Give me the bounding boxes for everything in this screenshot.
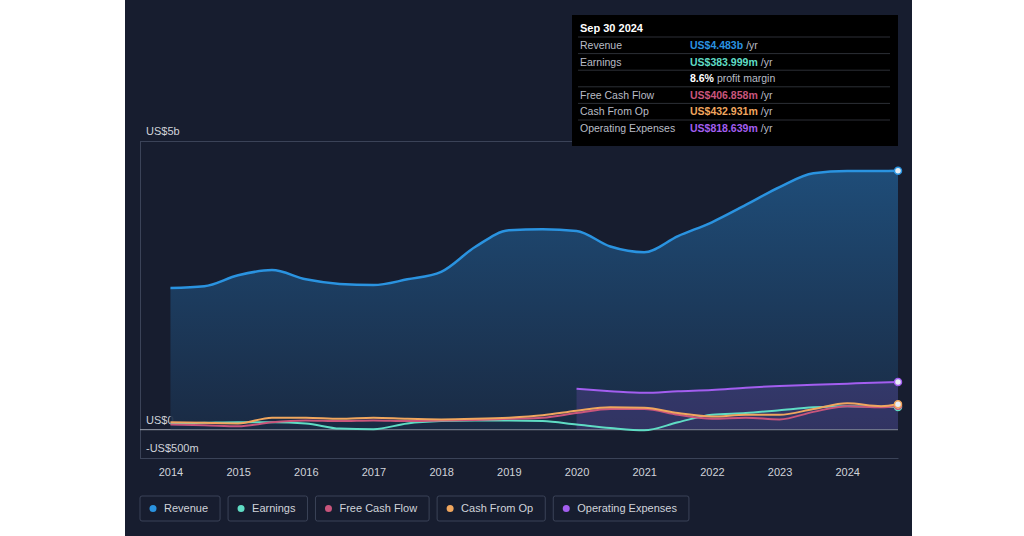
- tooltip-separator: [578, 70, 890, 71]
- x-tick-label: 2020: [565, 466, 589, 478]
- legend-swatch: [563, 505, 570, 512]
- series-line: [170, 403, 898, 423]
- background: [125, 0, 912, 536]
- x-tick-label: 2019: [497, 466, 521, 478]
- x-tick: 2015: [226, 458, 250, 478]
- x-tick-label: 2017: [362, 466, 386, 478]
- end-dot: [895, 401, 902, 408]
- legend-item: Operating Expenses: [553, 496, 689, 521]
- x-tick: 2016: [294, 458, 318, 478]
- legend-item: Earnings: [228, 496, 307, 521]
- tooltip-margin: 8.6%profit margin: [690, 72, 775, 84]
- x-tick: 2014: [159, 458, 183, 478]
- tooltip-value: US$818.639m: [690, 122, 758, 134]
- tooltip-unit: /yr: [761, 89, 773, 101]
- margin-text: profit margin: [717, 72, 776, 84]
- legend-swatch: [238, 505, 245, 512]
- tooltip-value-text: US$818.639m/yr: [690, 122, 773, 134]
- x-tick: 2024: [835, 458, 859, 478]
- x-axis: 2014 2015 2016 2017 2018 2019 2020 2021 2022 2023…: [141, 458, 899, 478]
- y-axis-line: [140, 142, 141, 459]
- tooltip-label: Revenue: [580, 39, 622, 51]
- series-area: [170, 171, 898, 429]
- x-tick-label: 2014: [159, 466, 183, 478]
- legend-item: Cash From Op: [437, 496, 545, 521]
- x-tick: 2022: [700, 458, 724, 478]
- tooltip-label: Free Cash Flow: [580, 89, 655, 101]
- x-tick: 2019: [497, 458, 521, 478]
- tooltip-label: Operating Expenses: [580, 122, 675, 134]
- tooltip-separator: [578, 103, 890, 104]
- series-line: [577, 382, 898, 393]
- x-tick-label: 2018: [429, 466, 453, 478]
- legend-box: [228, 496, 307, 521]
- tooltip-title: Sep 30 2024: [580, 22, 644, 34]
- x-tick-label: 2022: [700, 466, 724, 478]
- legend-label: Revenue: [164, 502, 208, 514]
- legend-item: Revenue: [140, 496, 220, 521]
- x-tick-label: 2023: [768, 466, 792, 478]
- tooltip-value-text: US$432.931m/yr: [690, 105, 773, 117]
- grid-line: [140, 458, 898, 459]
- tooltip-label: Cash From Op: [580, 105, 649, 117]
- tooltip: Sep 30 2024 Revenue US$4.483b/yr Earnings US…: [572, 15, 898, 146]
- legend-swatch: [150, 505, 157, 512]
- tooltip-value-text: US$406.858m/yr: [690, 89, 773, 101]
- y-tick-label: -US$500m: [146, 442, 199, 454]
- tooltip-unit: /yr: [761, 56, 773, 68]
- tooltip-value: US$406.858m: [690, 89, 758, 101]
- x-tick: 2023: [768, 458, 792, 478]
- end-dot: [895, 167, 902, 174]
- tooltip-label: Earnings: [580, 56, 621, 68]
- legend-swatch: [447, 505, 454, 512]
- tooltip-value: US$432.931m: [690, 105, 758, 117]
- end-dot: [895, 378, 902, 385]
- y-axis: -US$500m US$0 US$5b: [140, 125, 898, 458]
- tooltip-unit: /yr: [746, 39, 758, 51]
- tooltip-separator: [578, 86, 890, 87]
- x-tick-label: 2024: [835, 466, 859, 478]
- x-tick: 2017: [362, 458, 386, 478]
- x-tick: 2021: [632, 458, 656, 478]
- y-tick: -US$500m: [140, 442, 898, 458]
- legend-swatch: [325, 505, 332, 512]
- tooltip-unit: /yr: [761, 105, 773, 117]
- legend-box: [140, 496, 220, 521]
- grid-line: [140, 429, 898, 430]
- tooltip-separator: [578, 53, 890, 54]
- tooltip-separator: [578, 37, 890, 38]
- series-line: [170, 171, 898, 288]
- tooltip-value-text: US$383.999m/yr: [690, 56, 773, 68]
- tooltip-value: US$4.483b: [690, 39, 743, 51]
- tooltip-unit: /yr: [761, 122, 773, 134]
- legend-box: [553, 496, 689, 521]
- y-tick-label: US$5b: [146, 125, 180, 137]
- tooltip-value: US$383.999m: [690, 56, 758, 68]
- tooltip-box: [572, 15, 898, 146]
- x-tick: 2020: [565, 458, 589, 478]
- plot-marks: [170, 171, 898, 431]
- tooltip-value-text: US$4.483b/yr: [690, 39, 758, 51]
- legend: Revenue Earnings Free Cash Flow Cash From O…: [140, 496, 689, 521]
- chart: -US$500mUS$0US$5b20142015201620172018201…: [0, 0, 1024, 536]
- legend-item: Free Cash Flow: [315, 496, 429, 521]
- margin-value: 8.6%: [690, 72, 715, 84]
- x-axis-line: [141, 458, 899, 459]
- end-dots: [895, 167, 902, 410]
- legend-label: Free Cash Flow: [339, 502, 417, 514]
- tooltip-separator: [578, 120, 890, 121]
- x-tick-label: 2016: [294, 466, 318, 478]
- x-tick-label: 2015: [226, 466, 250, 478]
- legend-label: Cash From Op: [461, 502, 533, 514]
- x-tick-label: 2021: [632, 466, 656, 478]
- legend-box: [437, 496, 545, 521]
- x-tick: 2018: [429, 458, 453, 478]
- y-tick-label: US$0: [146, 414, 174, 426]
- legend-label: Operating Expenses: [577, 502, 677, 514]
- legend-label: Earnings: [252, 502, 296, 514]
- legend-box: [315, 496, 429, 521]
